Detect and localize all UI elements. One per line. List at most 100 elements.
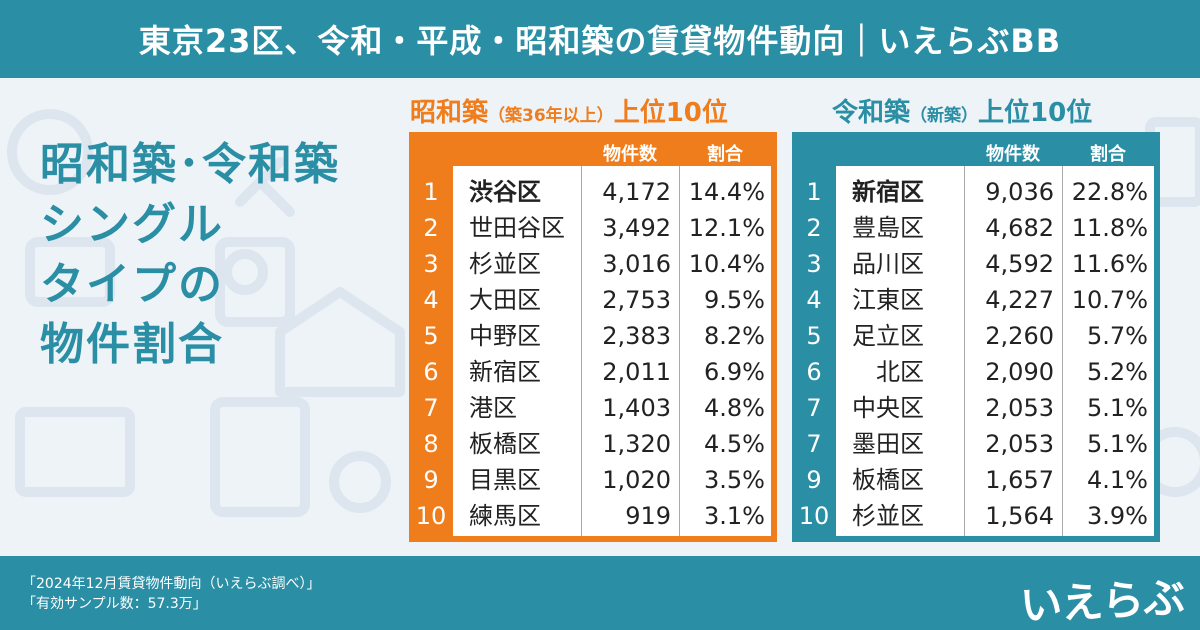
headline-line: タイプの	[40, 259, 224, 310]
ward-cell: 新宿区	[469, 358, 541, 386]
document-icon	[25, 237, 115, 307]
table-row: 5 中野区 2,383 8.2%	[409, 318, 777, 354]
footer: 「2024年12月賃貸物件動向（いえらぶ調べ）」 「有効サンプル数：57.3万」…	[0, 556, 1200, 630]
table-row: 7 港区 1,403 4.8%	[409, 390, 777, 426]
count-cell: 3,492	[602, 214, 671, 242]
table-row: 7 中央区 2,053 5.1%	[792, 390, 1160, 426]
showa-ranking-table: 物件数 割合 1 渋谷区 4,172 14.4% 2 世田谷区 3,492 12.1% 3 杉並区…	[409, 132, 777, 542]
title-banner: 東京23区、令和・平成・昭和築の賃貸物件動向｜いえらぶBB	[0, 0, 1200, 82]
ward-cell: 中野区	[469, 322, 541, 350]
count-cell: 2,053	[985, 394, 1054, 422]
rank-cell: 9	[806, 466, 822, 494]
reiwa-title-sub: （新築）	[910, 106, 979, 126]
rank-cell: 8	[423, 430, 439, 458]
pct-cell: 4.5%	[704, 430, 765, 458]
gear-icon	[222, 249, 268, 295]
reiwa-title-rank: 上位10位	[978, 98, 1093, 128]
page-title: 東京23区、令和・平成・昭和築の賃貸物件動向｜いえらぶBB	[138, 22, 1062, 60]
count-cell: 2,011	[602, 358, 671, 386]
ward-cell: 中央区	[852, 394, 924, 422]
count-cell: 4,682	[985, 214, 1054, 242]
sample-note: 「有効サンプル数：57.3万」	[22, 596, 207, 612]
count-cell: 919	[625, 502, 671, 530]
wrench-icon	[235, 157, 295, 217]
ward-cell: 杉並区	[852, 502, 924, 530]
showa-title-main: 昭和築	[410, 98, 489, 128]
rank-cell: 1	[423, 178, 439, 206]
showa-title-sub: （築36年以上）	[488, 106, 614, 126]
table-row: 8 板橋区 1,320 4.5%	[409, 426, 777, 462]
column-header-count: 物件数	[603, 144, 657, 165]
table-row: 1 新宿区 9,036 22.8%	[792, 174, 1160, 210]
count-cell: 4,172	[602, 178, 671, 206]
table-row: 4 江東区 4,227 10.7%	[792, 282, 1160, 318]
count-cell: 2,053	[985, 430, 1054, 458]
pct-cell: 9.5%	[704, 286, 765, 314]
column-divider	[581, 166, 582, 536]
source-notes: 「2024年12月賃貸物件動向（いえらぶ調べ）」 「有効サンプル数：57.3万」	[22, 574, 320, 614]
rank-cell: 10	[415, 502, 447, 530]
count-cell: 2,383	[602, 322, 671, 350]
rank-cell: 5	[806, 322, 822, 350]
rank-cell: 6	[806, 358, 822, 386]
pct-cell: 5.7%	[1087, 322, 1148, 350]
count-cell: 1,657	[985, 466, 1054, 494]
rank-cell: 7	[806, 394, 822, 422]
rank-cell: 3	[423, 250, 439, 278]
count-cell: 2,260	[985, 322, 1054, 350]
count-cell: 4,592	[985, 250, 1054, 278]
ward-cell: 練馬区	[469, 502, 541, 530]
ward-cell: 品川区	[852, 250, 924, 278]
count-cell: 2,090	[985, 358, 1054, 386]
pct-cell: 14.4%	[688, 178, 765, 206]
pct-cell: 11.6%	[1071, 250, 1148, 278]
rank-cell: 3	[806, 250, 822, 278]
table-row: 1 渋谷区 4,172 14.4%	[409, 174, 777, 210]
book-icon	[15, 407, 135, 497]
column-divider	[1062, 166, 1063, 536]
reiwa-ranking-table: 物件数 割合 1 新宿区 9,036 22.8% 2 豊島区 4,682 11.8% 3 品川区 4…	[792, 132, 1160, 542]
ward-cell: 大田区	[469, 286, 541, 314]
tablet-icon	[215, 237, 295, 327]
table-row: 9 目黒区 1,020 3.5%	[409, 462, 777, 498]
pct-cell: 22.8%	[1071, 178, 1148, 206]
count-cell: 2,753	[602, 286, 671, 314]
pct-cell: 5.1%	[1087, 394, 1148, 422]
rank-cell: 10	[798, 502, 830, 530]
headline-line: シングル	[40, 199, 224, 250]
table-row: 10 杉並区 1,564 3.9%	[792, 498, 1160, 534]
column-header-count: 物件数	[986, 144, 1040, 165]
table-row: 6 新宿区 2,011 6.9%	[409, 354, 777, 390]
ward-cell: 目黒区	[469, 466, 541, 494]
headline: 昭和築･令和築 シングル タイプの 物件割合	[40, 135, 340, 375]
pct-cell: 4.1%	[1087, 466, 1148, 494]
reiwa-section-title: 令和築（新築）上位10位	[832, 92, 1092, 129]
brand-logo: いえらぶ	[1018, 572, 1186, 630]
pct-cell: 5.2%	[1087, 358, 1148, 386]
ward-cell: 板橋区	[852, 466, 924, 494]
pct-cell: 6.9%	[704, 358, 765, 386]
count-cell: 3,016	[602, 250, 671, 278]
column-header-pct: 割合	[1090, 144, 1126, 165]
showa-section-title: 昭和築（築36年以上）上位10位	[410, 92, 728, 129]
ward-cell: 足立区	[852, 322, 924, 350]
table-row: 5 足立区 2,260 5.7%	[792, 318, 1160, 354]
table-row: 9 板橋区 1,657 4.1%	[792, 462, 1160, 498]
column-header-pct: 割合	[707, 144, 743, 165]
headline-line: 物件割合	[40, 319, 224, 370]
rank-cell: 9	[423, 466, 439, 494]
column-divider	[679, 166, 680, 536]
ward-cell: 港区	[469, 394, 517, 422]
pct-cell: 3.9%	[1087, 502, 1148, 530]
ward-cell: 北区	[876, 358, 924, 386]
rank-cell: 7	[806, 430, 822, 458]
rank-cell: 6	[423, 358, 439, 386]
count-cell: 4,227	[985, 286, 1054, 314]
ward-cell: 杉並区	[469, 250, 541, 278]
table-body	[836, 166, 1154, 536]
ward-cell: 渋谷区	[469, 178, 541, 206]
table-row: 3 杉並区 3,016 10.4%	[409, 246, 777, 282]
count-cell: 9,036	[985, 178, 1054, 206]
table-row: 2 豊島区 4,682 11.8%	[792, 210, 1160, 246]
table-row: 4 大田区 2,753 9.5%	[409, 282, 777, 318]
